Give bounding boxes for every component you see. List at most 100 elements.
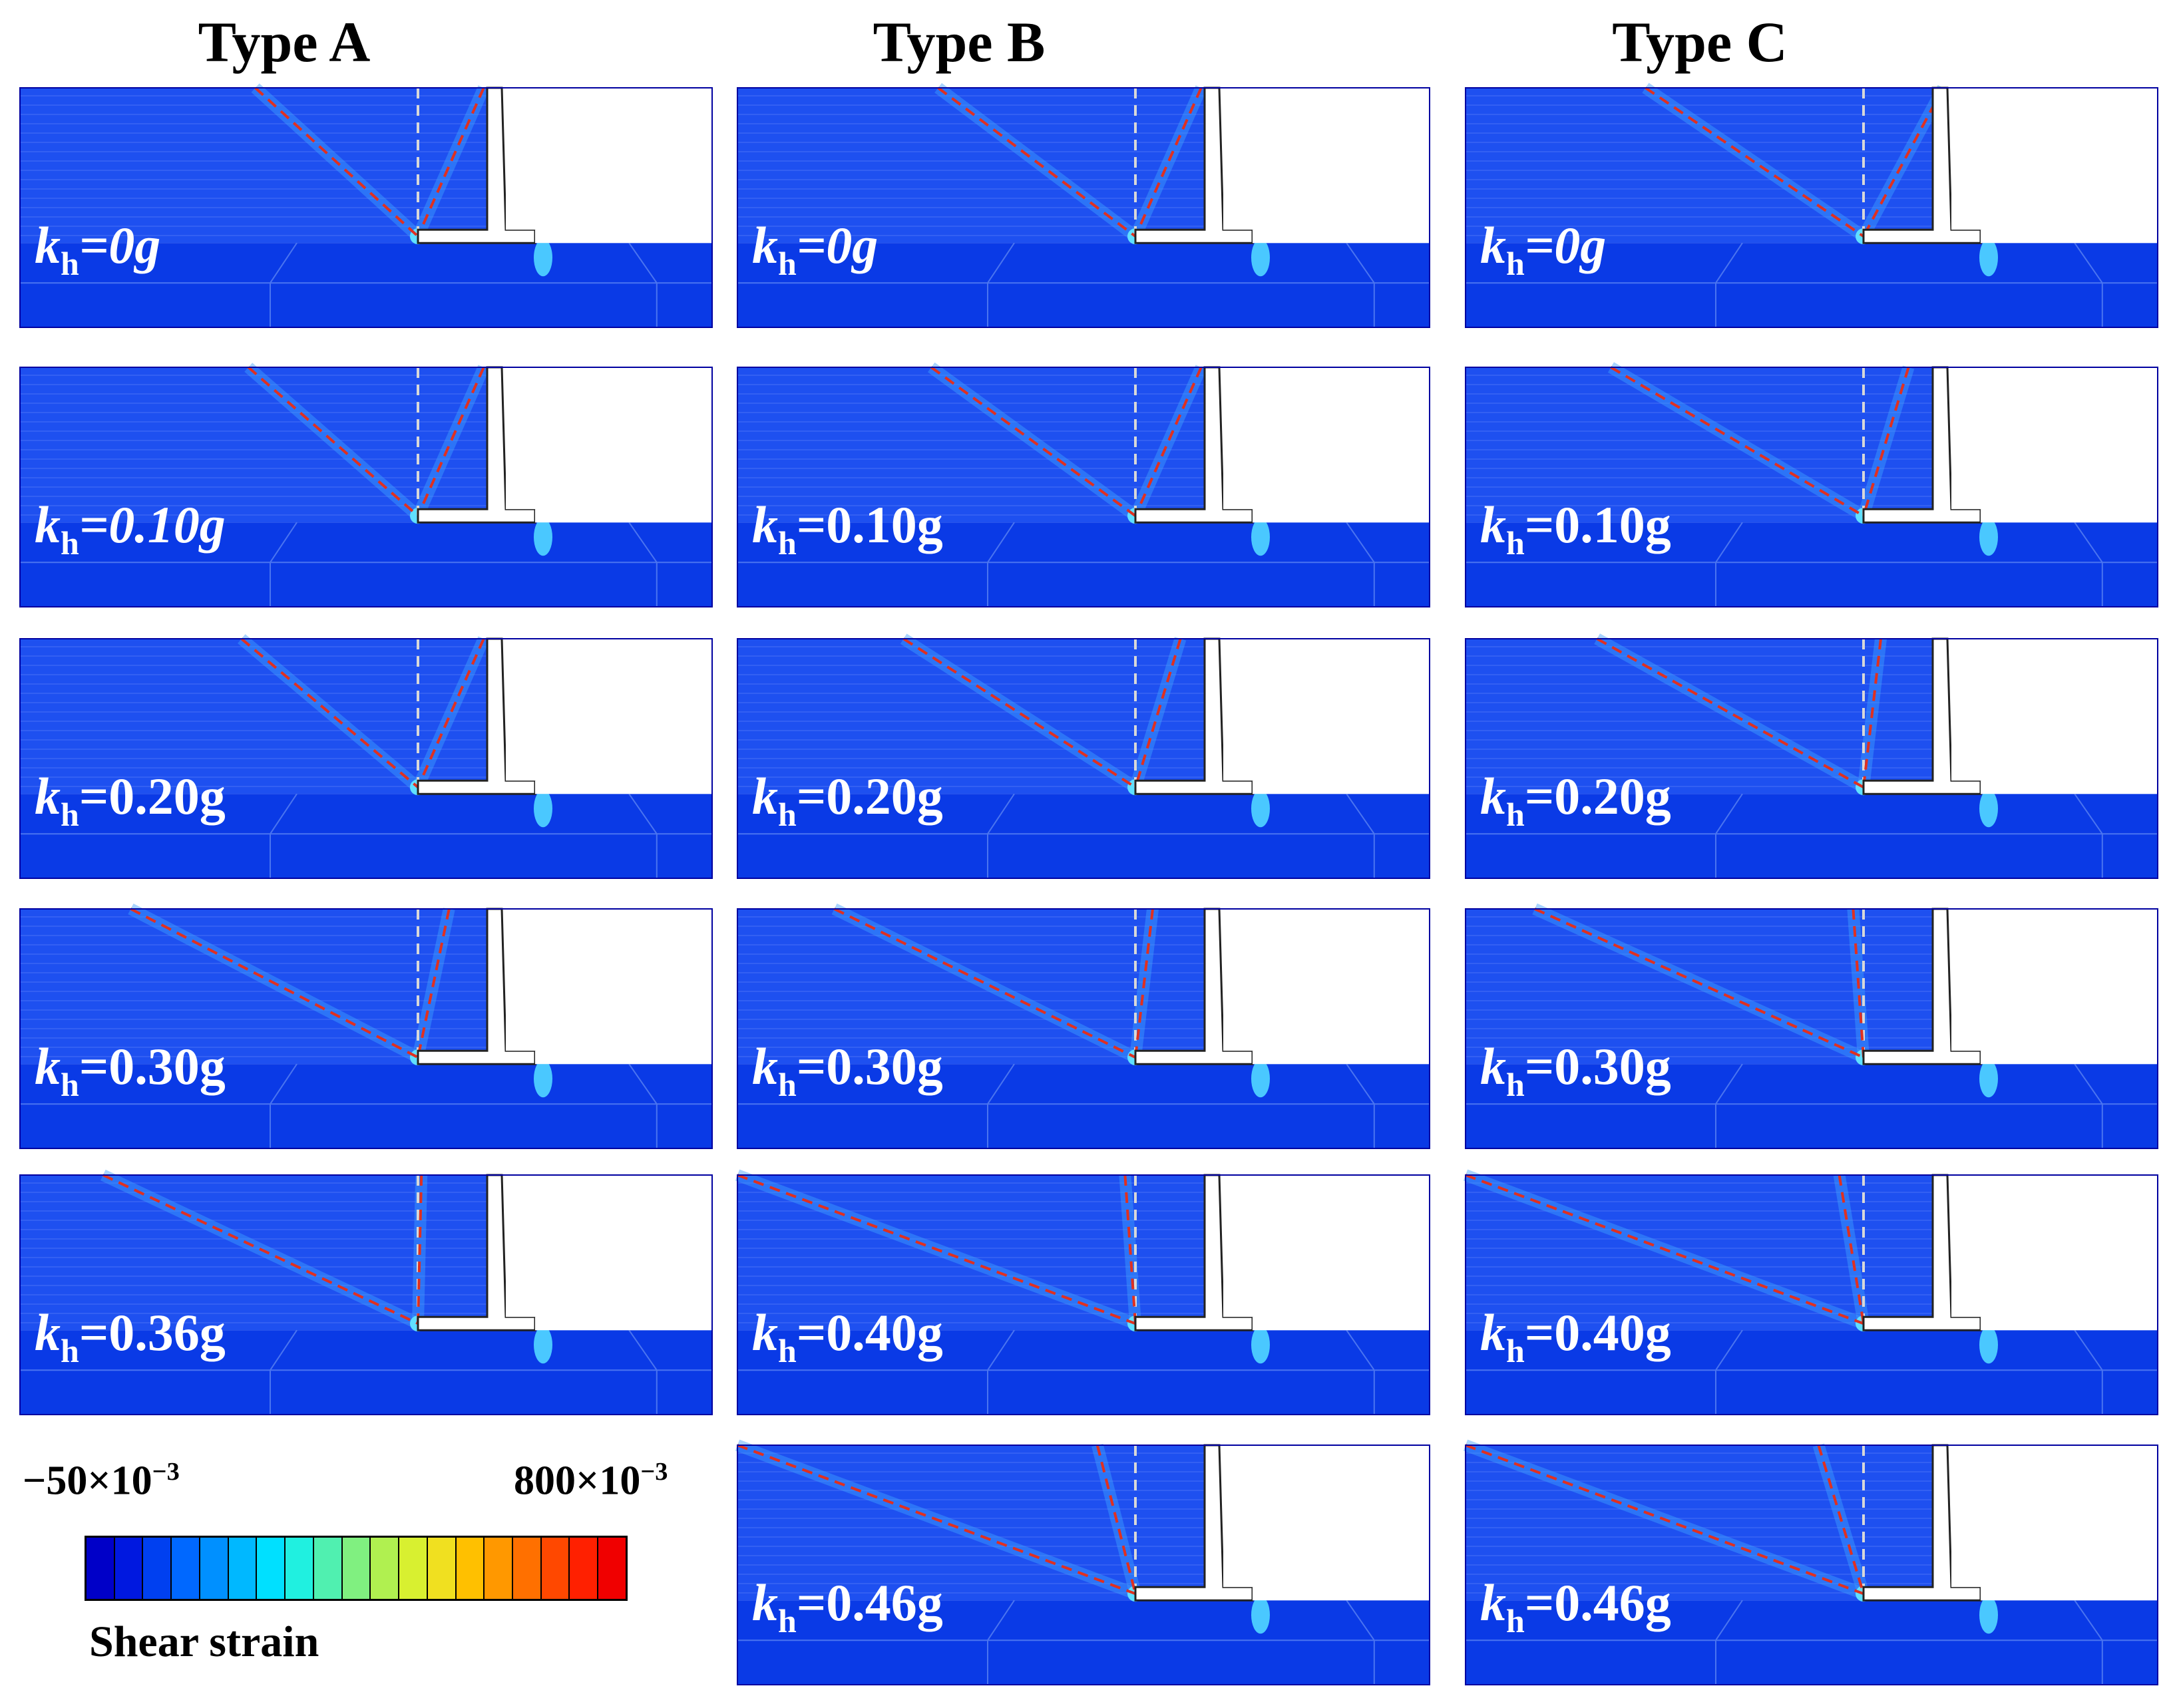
- open-area: [1253, 780, 1430, 794]
- slip-line-left: [1610, 366, 1865, 517]
- slip-line-right: [417, 638, 485, 788]
- contour-panel: kh=0g: [737, 83, 1430, 328]
- slip-line-right: [1862, 638, 1882, 788]
- label-subscript: h: [778, 796, 797, 833]
- slip-line-left: [130, 908, 419, 1059]
- foundation-soil: [737, 1330, 1430, 1415]
- strain-concentration: [1251, 1596, 1270, 1634]
- label-value: =0.10g: [797, 496, 943, 554]
- open-area: [1253, 509, 1430, 523]
- colorbar-cell: [570, 1538, 599, 1599]
- label-k: k: [1480, 767, 1506, 825]
- label-value: =0.10g: [1525, 496, 1671, 554]
- open-area: [1981, 509, 2158, 523]
- acceleration-label: kh=0.46g: [1480, 1574, 1671, 1639]
- panel-border: [1465, 1445, 2158, 1685]
- slip-line-right: [1134, 908, 1154, 1058]
- label-k: k: [752, 216, 778, 274]
- slip-line-left: [902, 637, 1137, 788]
- contour-panel: kh=0.20g: [1465, 633, 2158, 879]
- retaining-wall: [417, 86, 536, 244]
- strain-concentration: [1251, 790, 1270, 828]
- foundation-soil: [1466, 243, 2158, 327]
- colorbar-cell: [456, 1538, 485, 1599]
- panel-border: [1465, 367, 2158, 607]
- open-area: [535, 509, 712, 523]
- slip-line-right: [1134, 367, 1203, 517]
- label-value: =0.30g: [1525, 1037, 1671, 1095]
- foundation-soil: [1466, 522, 2158, 607]
- label-subscript: h: [778, 245, 797, 282]
- acceleration-label: kh=0.10g: [1480, 496, 1671, 562]
- strain-concentration: [534, 518, 552, 556]
- contour-panel: kh=0.10g: [1465, 362, 2158, 607]
- label-subscript: h: [778, 1066, 797, 1103]
- open-area: [1981, 780, 2158, 794]
- label-subscript: h: [1506, 1602, 1525, 1639]
- open-area: [1951, 367, 2158, 510]
- slip-line-left: [1465, 1444, 1864, 1596]
- foundation-soil: [1466, 1330, 2158, 1415]
- colorbar-max-label: 800×10−3: [514, 1458, 668, 1504]
- slip-line-left: [737, 1444, 1136, 1596]
- column-title-type-b: Type B: [873, 10, 1046, 74]
- open-area: [1253, 230, 1430, 244]
- colorbar-cell: [87, 1538, 115, 1599]
- slip-line-right: [1134, 638, 1182, 788]
- open-area: [1253, 1051, 1430, 1065]
- panel-border: [1465, 1174, 2158, 1415]
- slip-line-right: [417, 367, 485, 517]
- label-value: =0g: [79, 216, 160, 274]
- open-area: [506, 909, 712, 1051]
- strain-concentration: [534, 1326, 552, 1364]
- label-k: k: [1480, 1303, 1506, 1361]
- column-title-type-c: Type C: [1612, 10, 1788, 74]
- strain-concentration: [534, 790, 552, 828]
- strain-concentration: [1251, 518, 1270, 556]
- contour-panel: kh=0.36g: [19, 1169, 713, 1415]
- contour-panel: kh=0g: [1465, 83, 2158, 328]
- slip-line-right: [417, 87, 485, 238]
- panel-border: [1465, 638, 2158, 879]
- label-k: k: [752, 1574, 778, 1631]
- colorbar-cell: [143, 1538, 172, 1599]
- colorbar-title: Shear strain: [89, 1618, 319, 1666]
- panel-border: [19, 367, 713, 607]
- colorbar-min-label: −50×10−3: [23, 1458, 180, 1504]
- strain-concentration: [534, 239, 552, 277]
- label-subscript: h: [1506, 1332, 1525, 1369]
- contour-panel: kh=0.20g: [737, 633, 1430, 879]
- label-k: k: [35, 216, 61, 274]
- panel-border: [19, 908, 713, 1149]
- label-value: =0.30g: [797, 1037, 943, 1095]
- foundation-soil: [20, 1064, 712, 1148]
- shear-band: [1594, 633, 1867, 793]
- open-area: [1223, 88, 1430, 230]
- label-subscript: h: [1506, 796, 1525, 833]
- label-k: k: [752, 1303, 778, 1361]
- colorbar-cell: [342, 1538, 371, 1599]
- panel-border: [19, 1174, 713, 1415]
- open-area: [1951, 1445, 2158, 1588]
- colorbar-cell: [598, 1538, 626, 1599]
- acceleration-label: kh=0.30g: [35, 1037, 226, 1103]
- label-subscript: h: [778, 1602, 797, 1639]
- slip-line-right: [1838, 1174, 1865, 1324]
- open-area: [1223, 367, 1430, 510]
- strain-concentration: [1979, 790, 1998, 828]
- slip-line-right: [417, 1174, 423, 1324]
- contour-panel: kh=0.40g: [735, 1169, 1430, 1415]
- strain-concentration: [1979, 518, 1998, 556]
- label-value: =0g: [797, 216, 878, 274]
- panel-border: [1465, 908, 2158, 1149]
- slip-line-left: [102, 1174, 419, 1325]
- contour-panel: kh=0g: [19, 83, 713, 328]
- open-area: [1951, 639, 2158, 781]
- label-subscript: h: [61, 1066, 79, 1103]
- slip-line-left: [937, 86, 1137, 238]
- foundation-soil: [20, 1330, 712, 1415]
- contour-panel: kh=0.10g: [737, 362, 1430, 607]
- slip-line-right: [417, 908, 451, 1058]
- slip-line-left: [1465, 1174, 1864, 1325]
- acceleration-label: kh=0.20g: [752, 767, 943, 833]
